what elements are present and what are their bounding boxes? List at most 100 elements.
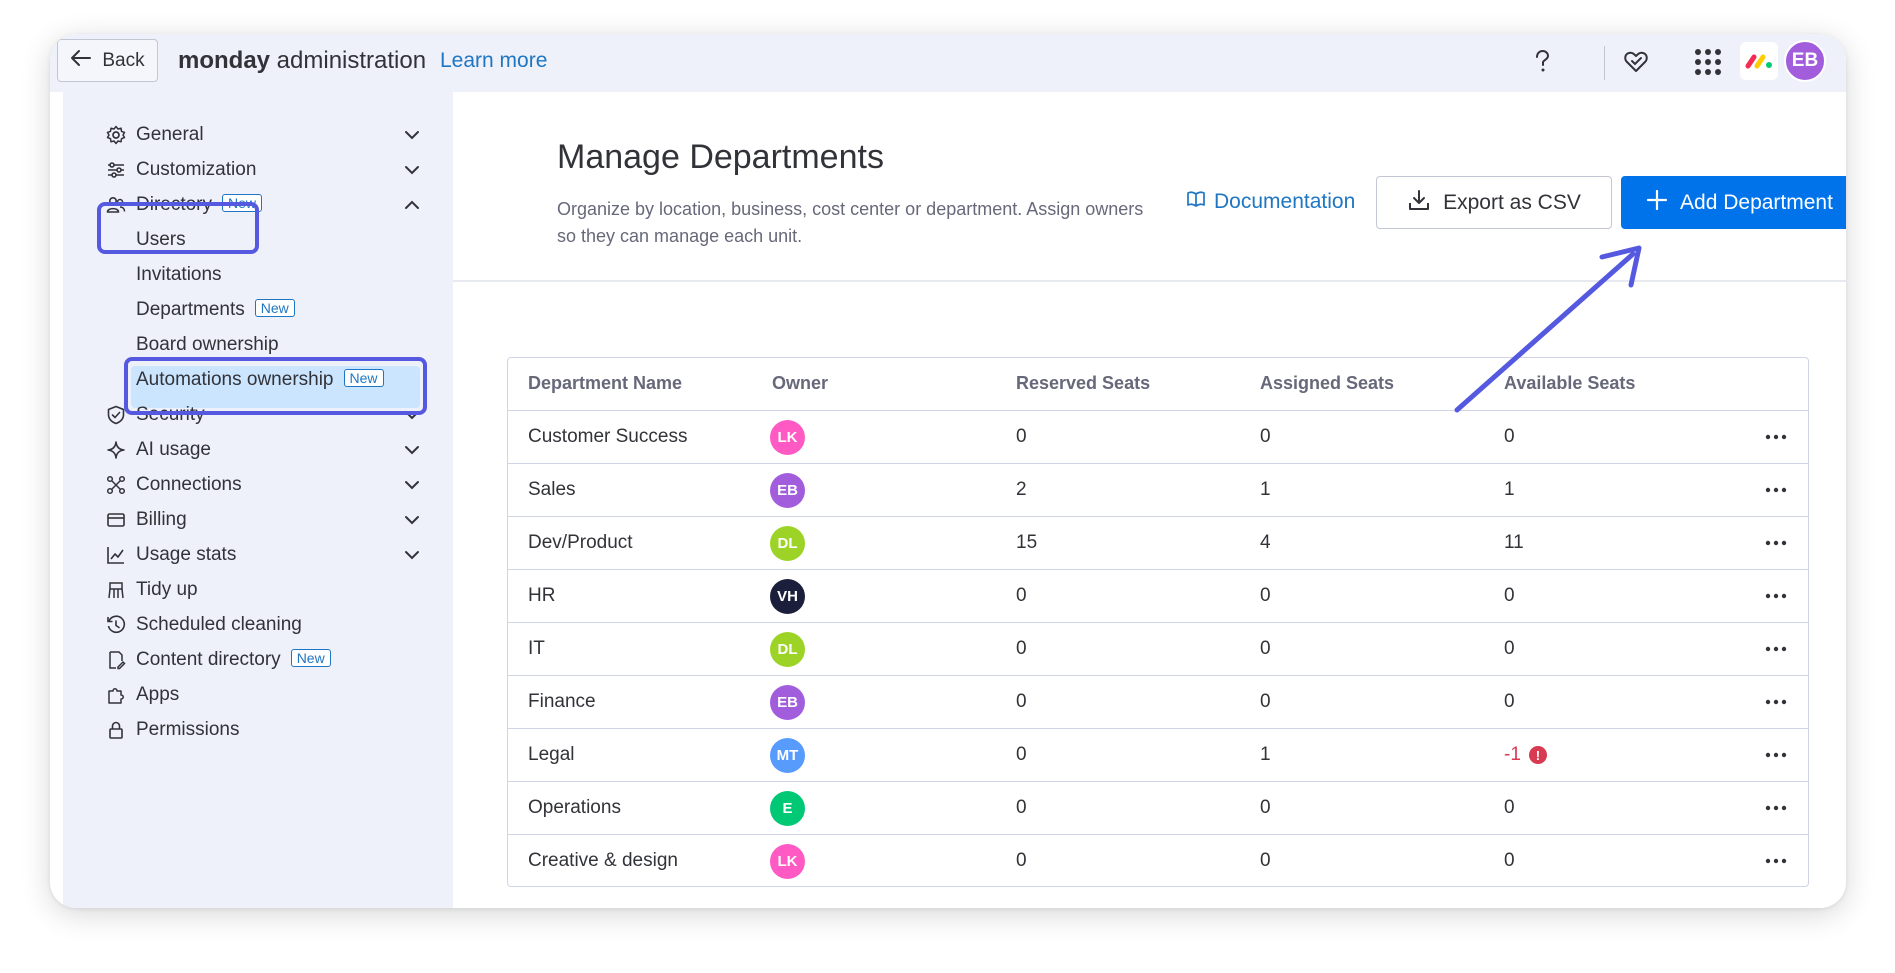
documentation-link[interactable]: Documentation <box>1186 190 1355 214</box>
available-seats: 0 <box>1504 585 1515 606</box>
table-row[interactable]: Customer Success LK 0 0 0 <box>508 411 1808 464</box>
chevron-down-icon[interactable] <box>403 511 421 529</box>
more-options-icon[interactable] <box>1762 423 1790 451</box>
table-row[interactable]: Creative & design LK 0 0 0 <box>508 835 1808 888</box>
chevron-down-icon[interactable] <box>403 546 421 564</box>
content-icon <box>105 649 127 671</box>
sidebar-item-customization[interactable]: Customization <box>63 153 453 187</box>
puzzle-icon <box>105 684 127 706</box>
sidebar-item-billing[interactable]: Billing <box>63 503 453 537</box>
sidebar-item-usage-stats[interactable]: Usage stats <box>63 538 453 572</box>
warning-icon[interactable]: ! <box>1528 746 1547 764</box>
owner-avatar[interactable]: DL <box>770 526 805 561</box>
more-options-icon[interactable] <box>1762 635 1790 663</box>
sidebar-item-board-ownership[interactable]: Board ownership <box>63 328 453 362</box>
table-row[interactable]: Finance EB 0 0 0 <box>508 676 1808 729</box>
monday-logo[interactable] <box>1740 42 1778 80</box>
column-header: Assigned Seats <box>1260 373 1395 393</box>
sidebar-item-directory[interactable]: Directory New <box>63 188 453 222</box>
more-options-icon[interactable] <box>1762 476 1790 504</box>
admin-window: Back monday administration Learn more EB… <box>50 34 1846 908</box>
sidebar-item-label: Departments New <box>136 299 295 321</box>
export-csv-button[interactable]: Export as CSV <box>1376 176 1612 229</box>
sidebar-item-users[interactable]: Users <box>63 223 453 257</box>
available-seats: 0 <box>1504 638 1515 659</box>
sidebar-item-label: Directory New <box>136 194 263 216</box>
assigned-seats: 0 <box>1260 850 1271 871</box>
add-department-button[interactable]: Add Department <box>1621 176 1846 229</box>
sidebar-item-automations-ownership[interactable]: Automations ownership New <box>63 363 453 397</box>
chevron-down-icon[interactable] <box>403 406 421 424</box>
reserved-seats: 15 <box>1016 532 1038 553</box>
sidebar-item-label: Scheduled cleaning <box>136 614 302 635</box>
owner-avatar[interactable]: EB <box>770 473 805 508</box>
sidebar-item-ai-usage[interactable]: AI usage <box>63 433 453 467</box>
owner-avatar[interactable]: E <box>770 791 805 826</box>
assigned-seats: 4 <box>1260 532 1271 553</box>
sidebar-item-invitations[interactable]: Invitations <box>63 258 453 292</box>
learn-more-link[interactable]: Learn more <box>440 49 548 72</box>
sidebar-item-label: Tidy up <box>136 579 198 600</box>
back-label: Back <box>102 49 145 71</box>
available-seats: 0 <box>1504 850 1515 871</box>
chevron-down-icon[interactable] <box>403 161 421 179</box>
card-icon <box>105 509 127 531</box>
department-name: HR <box>528 585 556 606</box>
reserved-seats: 2 <box>1016 479 1027 500</box>
available-seats-negative: -1 ! <box>1504 744 1547 766</box>
heart-icon[interactable] <box>1618 44 1654 80</box>
main-content: Manage Departments Organize by location,… <box>453 92 1846 908</box>
apps-grid-icon[interactable] <box>1690 44 1726 80</box>
help-icon[interactable] <box>1524 44 1560 80</box>
sidebar-item-scheduled-cleaning[interactable]: Scheduled cleaning <box>63 608 453 642</box>
sidebar-item-departments[interactable]: Departments New <box>63 293 453 327</box>
users-icon <box>105 194 127 216</box>
connections-icon <box>105 474 127 496</box>
sidebar-item-connections[interactable]: Connections <box>63 468 453 502</box>
owner-avatar[interactable]: LK <box>770 420 805 455</box>
assigned-seats: 0 <box>1260 797 1271 818</box>
gear-icon <box>105 124 127 146</box>
more-options-icon[interactable] <box>1762 794 1790 822</box>
owner-avatar[interactable]: DL <box>770 632 805 667</box>
sidebar-item-label: Automations ownership New <box>136 369 384 391</box>
sidebar-item-general[interactable]: General <box>63 118 453 152</box>
owner-avatar[interactable]: LK <box>770 844 805 879</box>
chevron-down-icon[interactable] <box>403 441 421 459</box>
user-avatar[interactable]: EB <box>1784 40 1826 82</box>
department-name: Creative & design <box>528 850 678 871</box>
export-label: Export as CSV <box>1443 190 1581 214</box>
topbar-divider <box>1604 46 1605 80</box>
back-button[interactable]: Back <box>57 39 158 82</box>
content-directory-label: Content directory <box>136 649 281 670</box>
chevron-down-icon[interactable] <box>403 476 421 494</box>
assigned-seats: 0 <box>1260 585 1271 606</box>
sidebar-item-label: General <box>136 124 204 145</box>
chevron-up-icon[interactable] <box>403 196 421 214</box>
available-seats: 11 <box>1504 532 1524 553</box>
table-row[interactable]: Legal MT 0 1 -1 ! <box>508 729 1808 782</box>
department-name: Finance <box>528 691 596 712</box>
table-row[interactable]: Dev/Product DL 15 4 11 <box>508 517 1808 570</box>
owner-avatar[interactable]: VH <box>770 579 805 614</box>
sidebar-item-tidy-up[interactable]: Tidy up <box>63 573 453 607</box>
more-options-icon[interactable] <box>1762 688 1790 716</box>
more-options-icon[interactable] <box>1762 847 1790 875</box>
table-row[interactable]: HR VH 0 0 0 <box>508 570 1808 623</box>
sidebar-item-security[interactable]: Security <box>63 398 453 432</box>
sidebar-item-apps[interactable]: Apps <box>63 678 453 712</box>
table-row[interactable]: Operations E 0 0 0 <box>508 782 1808 835</box>
owner-avatar[interactable]: EB <box>770 685 805 720</box>
more-options-icon[interactable] <box>1762 529 1790 557</box>
more-options-icon[interactable] <box>1762 741 1790 769</box>
table-row[interactable]: IT DL 0 0 0 <box>508 623 1808 676</box>
sidebar-item-content-directory[interactable]: Content directory New <box>63 643 453 677</box>
broom-icon <box>105 579 127 601</box>
sidebar-item-label: Content directory New <box>136 649 331 671</box>
owner-avatar[interactable]: MT <box>770 738 805 773</box>
more-options-icon[interactable] <box>1762 582 1790 610</box>
table-row[interactable]: Sales EB 2 1 1 <box>508 464 1808 517</box>
sidebar-item-permissions[interactable]: Permissions <box>63 713 453 747</box>
chevron-down-icon[interactable] <box>403 126 421 144</box>
reserved-seats: 0 <box>1016 638 1027 659</box>
